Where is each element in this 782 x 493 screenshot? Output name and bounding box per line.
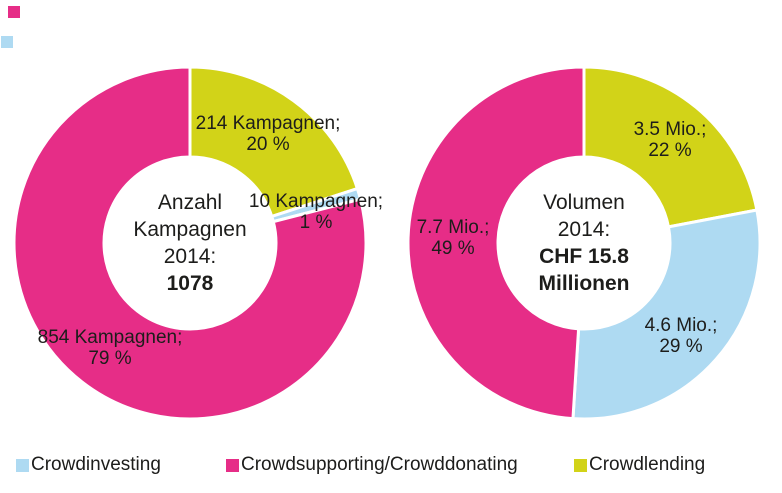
- legend-item-crowdinvesting: Crowdinvesting: [16, 455, 161, 475]
- center-label-line: Anzahl: [157, 191, 223, 214]
- segment-label-line: 7.7 Mio.;: [416, 217, 490, 238]
- center-label-value: Millionen: [538, 272, 630, 295]
- legend-chip-crowdinvesting-icon: [16, 458, 29, 472]
- legend-label: Crowdsupporting/Crowddonating: [241, 454, 518, 475]
- legend-item-crowdlending: Crowdlending: [574, 455, 705, 475]
- center-label-line: 2014:: [557, 218, 611, 241]
- center-label-line: Kampagnen: [133, 218, 247, 241]
- segment-label-crowdsupporting-volumen: 7.7 Mio.; 49 %: [417, 217, 490, 259]
- chart-center-label-volumen: Volumen 2014: CHF 15.8 Millionen: [539, 189, 630, 297]
- center-label-line: Volumen: [543, 191, 625, 214]
- decor-square-blue: [1, 36, 13, 48]
- center-label-value: 1078: [166, 272, 214, 295]
- legend-item-crowdsupporting-crowddonating: Crowdsupporting/Crowddonating: [226, 455, 518, 475]
- segment-label-crowdlending-volumen: 3.5 Mio.; 22 %: [634, 119, 707, 161]
- segment-label-line: 29 %: [659, 336, 703, 357]
- segment-label-crowdinvesting-anzahl: 10 Kampagnen; 1 %: [249, 191, 383, 233]
- segment-label-line: 22 %: [648, 140, 692, 161]
- center-label-value: CHF 15.8: [539, 245, 629, 268]
- segment-label-line: 10 Kampagnen;: [248, 191, 384, 212]
- segment-label-line: 20 %: [246, 134, 290, 155]
- segment-label-line: 1 %: [299, 212, 333, 233]
- segment-label-line: 79 %: [88, 348, 132, 369]
- donut-segment-crowdlending: [188, 65, 360, 219]
- donut-segment-crowdinvesting: [571, 208, 762, 421]
- chart-center-label-anzahl: Anzahl Kampagnen 2014: 1078: [133, 189, 246, 297]
- segment-label-line: 854 Kampagnen;: [37, 327, 183, 348]
- segment-label-line: 214 Kampagnen;: [195, 113, 341, 134]
- legend-label: Crowdinvesting: [31, 454, 161, 475]
- segment-label-line: 49 %: [431, 238, 475, 259]
- center-label-line: 2014:: [163, 245, 217, 268]
- legend-label: Crowdlending: [589, 454, 706, 475]
- legend-chip-crowdsupporting-icon: [226, 458, 239, 472]
- segment-label-line: 3.5 Mio.;: [633, 119, 707, 140]
- segment-label-crowdsupporting-anzahl: 854 Kampagnen; 79 %: [38, 327, 183, 369]
- segment-label-line: 4.6 Mio.;: [644, 315, 718, 336]
- legend-chip-crowdlending-icon: [574, 458, 587, 472]
- donut-segment-crowdsupporting-crowddonating: [12, 65, 368, 421]
- segment-label-crowdlending-anzahl: 214 Kampagnen; 20 %: [196, 113, 341, 155]
- donut-segment-crowdlending: [582, 65, 759, 229]
- segment-label-crowdinvesting-volumen: 4.6 Mio.; 29 %: [645, 315, 718, 357]
- decor-square-pink: [8, 6, 20, 18]
- donut-segment-crowdsupporting-crowddonating: [406, 65, 586, 421]
